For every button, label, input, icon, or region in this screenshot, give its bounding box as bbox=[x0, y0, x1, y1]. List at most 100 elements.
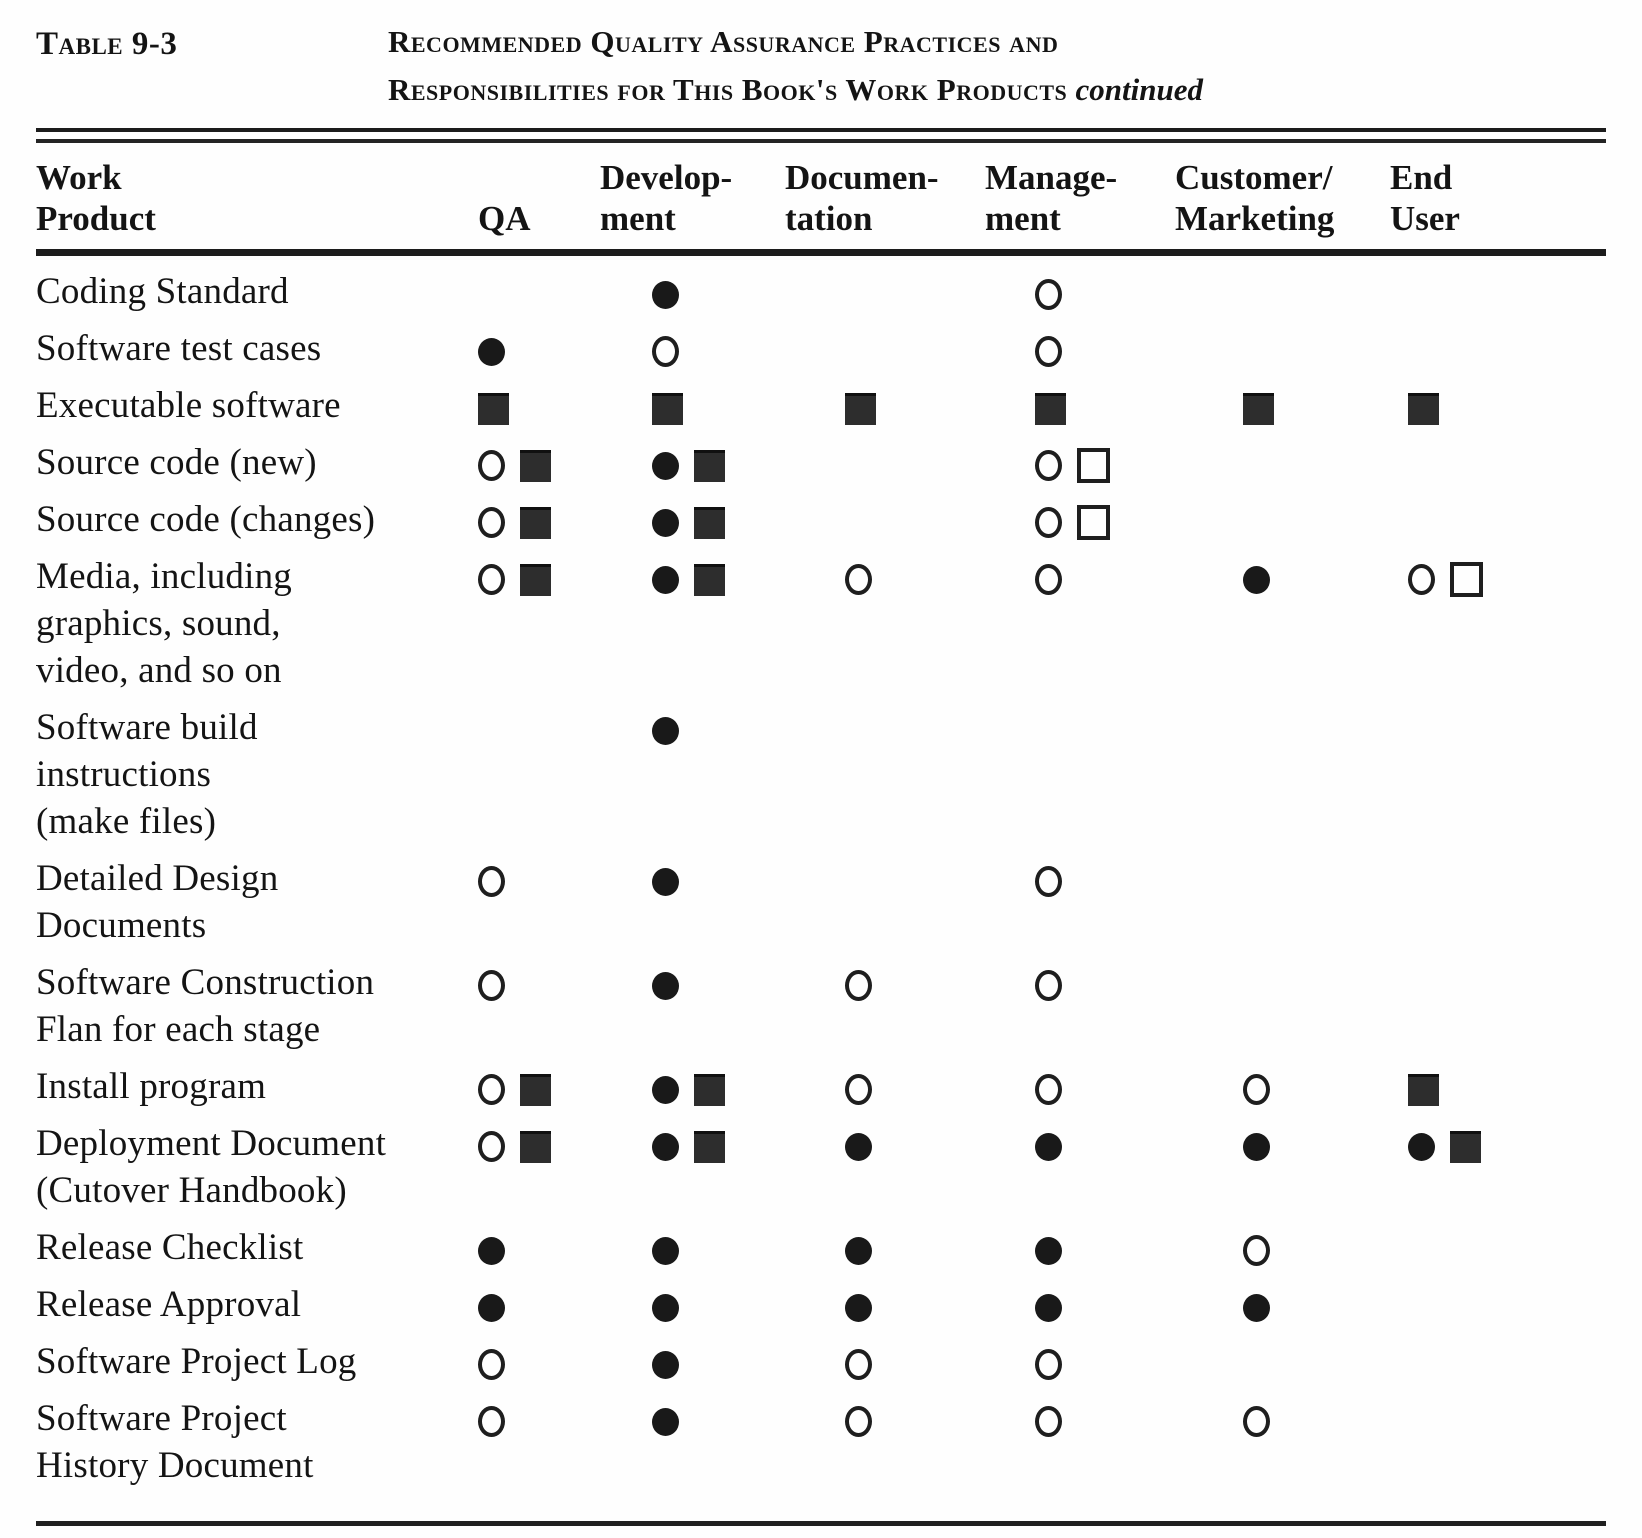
responsibility-cell bbox=[985, 855, 1175, 959]
responsibility-cell bbox=[470, 553, 600, 704]
filled-square-icon bbox=[520, 449, 551, 482]
table-row: Media, including graphics, sound, video,… bbox=[36, 553, 1606, 704]
responsibility-cell bbox=[985, 1395, 1175, 1499]
filled-square-icon bbox=[520, 1073, 551, 1106]
responsibility-cell bbox=[470, 1338, 600, 1395]
responsibility-cell bbox=[1390, 1281, 1606, 1338]
filled-circle-icon bbox=[1243, 565, 1270, 594]
column-header-management: Manage- ment bbox=[985, 158, 1118, 238]
responsibility-cell bbox=[985, 959, 1175, 1063]
table-row: Install program bbox=[36, 1063, 1606, 1120]
open-circle-icon bbox=[478, 970, 505, 1002]
filled-circle-icon bbox=[652, 565, 679, 594]
table-title-line1: Recommended Quality Assurance Practices … bbox=[388, 24, 1059, 59]
open-circle-icon bbox=[1408, 564, 1435, 596]
open-circle-icon bbox=[478, 507, 505, 539]
responsibility-cell bbox=[1175, 1338, 1390, 1395]
table-title-line2: Responsibilities for This Book's Work Pr… bbox=[388, 72, 1204, 107]
responsibility-cell bbox=[1390, 325, 1606, 382]
table-row: Release Checklist bbox=[36, 1224, 1606, 1281]
open-circle-icon bbox=[1035, 1349, 1062, 1381]
responsibility-cell bbox=[600, 256, 785, 325]
open-circle-icon bbox=[1035, 507, 1062, 539]
filled-circle-icon bbox=[1035, 1293, 1062, 1322]
table-caption: Table 9-3 Recommended Quality Assurance … bbox=[36, 18, 1606, 114]
table-row: Source code (new) bbox=[36, 439, 1606, 496]
responsibility-cell bbox=[985, 1063, 1175, 1120]
responsibility-cell bbox=[1390, 959, 1606, 1063]
filled-circle-icon bbox=[1035, 1236, 1062, 1265]
work-product-cell: Source code (changes) bbox=[36, 499, 376, 540]
responsibility-cell bbox=[785, 1120, 985, 1224]
filled-square-icon bbox=[478, 392, 509, 425]
responsibility-cell bbox=[1175, 496, 1390, 553]
responsibility-cell bbox=[470, 1224, 600, 1281]
filled-circle-icon bbox=[652, 1132, 679, 1161]
filled-circle-icon bbox=[1035, 1132, 1062, 1161]
responsibility-cell bbox=[600, 325, 785, 382]
work-product-cell: Release Approval bbox=[36, 1284, 302, 1325]
table-title: Recommended Quality Assurance Practices … bbox=[388, 18, 1203, 114]
responsibility-cell bbox=[785, 382, 985, 439]
table-row: Software build instructions (make files) bbox=[36, 704, 1606, 855]
filled-square-icon bbox=[1408, 392, 1439, 425]
responsibility-cell bbox=[1390, 704, 1606, 855]
responsibility-cell bbox=[785, 855, 985, 959]
responsibility-cell bbox=[470, 439, 600, 496]
responsibility-cell bbox=[785, 1063, 985, 1120]
open-circle-icon bbox=[1035, 866, 1062, 898]
responsibilities-table-body: Coding Standard Software test cases Execut… bbox=[36, 256, 1606, 1499]
responsibility-cell bbox=[1175, 1224, 1390, 1281]
responsibility-cell bbox=[785, 1224, 985, 1281]
table-row: Source code (changes) bbox=[36, 496, 1606, 553]
work-product-cell: Release Checklist bbox=[36, 1227, 304, 1268]
responsibility-cell bbox=[785, 325, 985, 382]
open-circle-icon bbox=[478, 564, 505, 596]
work-product-cell: Software test cases bbox=[36, 328, 322, 369]
filled-circle-icon bbox=[652, 1293, 679, 1322]
column-header-documentation: Documen- tation bbox=[785, 158, 939, 238]
open-circle-icon bbox=[1035, 336, 1062, 368]
open-circle-icon bbox=[652, 336, 679, 368]
responsibility-cell bbox=[985, 439, 1175, 496]
responsibility-cell bbox=[1390, 256, 1606, 325]
column-header-work-product: Work Product bbox=[36, 158, 156, 238]
responsibility-cell bbox=[600, 704, 785, 855]
responsibility-cell bbox=[985, 256, 1175, 325]
filled-circle-icon bbox=[652, 280, 679, 309]
responsibility-cell bbox=[785, 1395, 985, 1499]
open-circle-icon bbox=[478, 1406, 505, 1438]
responsibility-cell bbox=[1390, 1120, 1606, 1224]
filled-circle-icon bbox=[1243, 1132, 1270, 1161]
filled-square-icon bbox=[520, 1130, 551, 1163]
responsibility-cell bbox=[1175, 382, 1390, 439]
responsibility-cell bbox=[470, 855, 600, 959]
responsibility-cell bbox=[1390, 553, 1606, 704]
work-product-cell: Software build instructions (make files) bbox=[36, 707, 258, 842]
table-row: Software test cases bbox=[36, 325, 1606, 382]
open-circle-icon bbox=[1243, 1074, 1270, 1106]
column-header-development: Develop- ment bbox=[600, 158, 733, 238]
filled-square-icon bbox=[652, 392, 683, 425]
responsibility-cell bbox=[600, 1224, 785, 1281]
responsibility-cell bbox=[785, 959, 985, 1063]
table-row: Coding Standard bbox=[36, 256, 1606, 325]
responsibility-cell bbox=[470, 1120, 600, 1224]
responsibility-cell bbox=[600, 1120, 785, 1224]
open-square-icon bbox=[1077, 448, 1110, 484]
responsibility-cell bbox=[785, 704, 985, 855]
filled-circle-icon bbox=[478, 1236, 505, 1265]
filled-circle-icon bbox=[845, 1236, 872, 1265]
responsibility-cell bbox=[1390, 1338, 1606, 1395]
open-circle-icon bbox=[1035, 1074, 1062, 1106]
filled-square-icon bbox=[694, 1073, 725, 1106]
column-header-customer-marketing: Customer/ Marketing bbox=[1175, 158, 1335, 238]
work-product-cell: Install program bbox=[36, 1066, 267, 1107]
table-row: Release Approval bbox=[36, 1281, 1606, 1338]
responsibility-cell bbox=[470, 959, 600, 1063]
responsibility-cell bbox=[600, 855, 785, 959]
work-product-cell: Source code (new) bbox=[36, 442, 317, 483]
responsibilities-table: Work Product QA Develop- ment Documen- t… bbox=[36, 145, 1606, 249]
filled-circle-icon bbox=[652, 1075, 679, 1104]
